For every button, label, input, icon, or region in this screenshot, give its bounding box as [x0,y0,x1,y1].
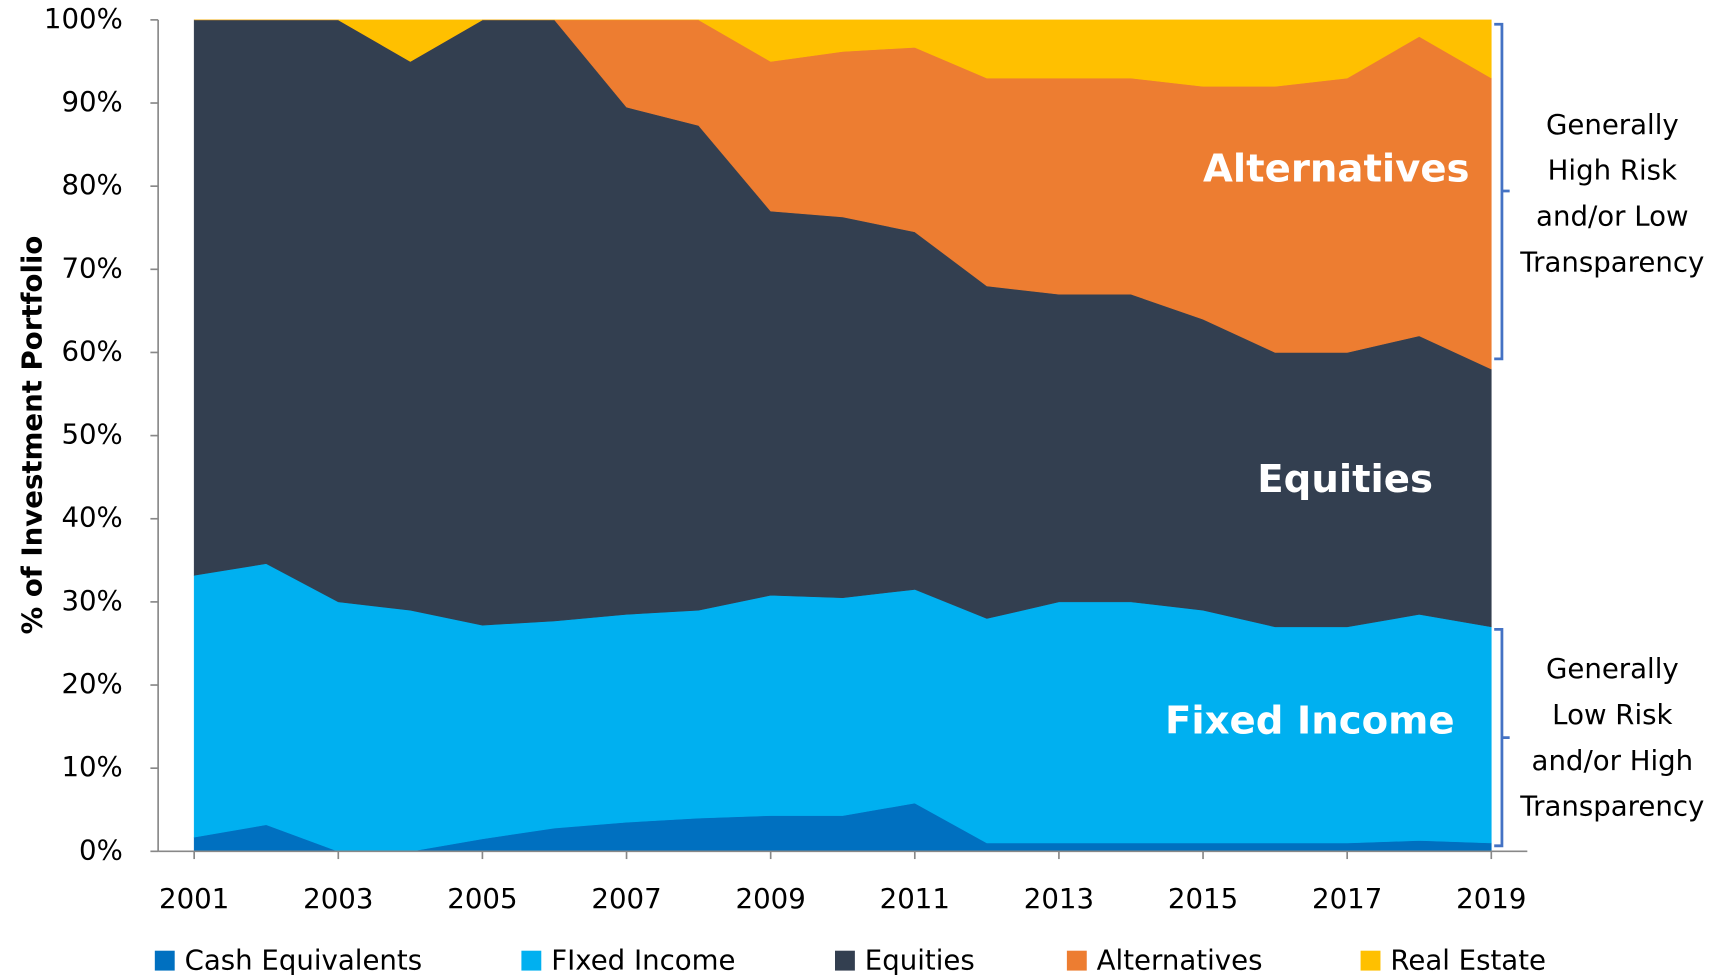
y-tick-label: 40% [61,501,122,534]
bracket-note: Generally [1546,652,1679,685]
x-tick-label: 2005 [447,882,517,915]
y-tick-label: 80% [61,168,122,201]
legend-label: Alternatives [1097,944,1263,975]
y-tick-label: 90% [61,85,122,118]
legend-label: Real Estate [1390,944,1546,975]
x-tick-label: 2013 [1024,882,1094,915]
legend-swatch [834,950,855,971]
y-tick-label: 10% [61,750,122,783]
y-tick-label: 100% [44,2,123,35]
bracket-note: Low Risk [1552,698,1672,731]
bracket [1494,628,1510,848]
legend-label: Equities [865,944,975,975]
bracket-note: High Risk [1548,154,1677,187]
legend-swatch [1360,950,1381,971]
bracket-note: Transparency [1519,245,1704,278]
bracket-note: and/or Low [1536,200,1689,233]
x-tick-label: 2015 [1168,882,1238,915]
legend-swatch [1066,950,1087,971]
y-tick-label: 70% [61,251,122,284]
bracket-note: and/or High [1532,744,1694,777]
x-tick-label: 2017 [1312,882,1382,915]
x-tick-label: 2009 [736,882,806,915]
bracket-note: Transparency [1519,790,1704,823]
legend-label: Cash Equivalents [185,944,422,975]
y-tick-label: 50% [61,418,122,451]
x-tick-label: 2003 [303,882,373,915]
bracket-note: Generally [1546,108,1679,141]
bracket [1494,22,1510,361]
plot-area [193,19,1492,852]
y-tick-label: 30% [61,584,122,617]
y-tick-label: 0% [79,833,123,866]
area [194,19,1492,87]
x-tick-label: 2007 [591,882,661,915]
area-label: Fixed Income [1165,699,1455,744]
legend-swatch [521,950,542,971]
area-label: Alternatives [1203,147,1469,192]
legend-swatch [154,950,175,971]
legend-label: FIxed Income [551,944,735,975]
y-axis-label: % of Investment Portfolio [15,236,48,635]
x-tick-label: 2001 [159,882,229,915]
y-tick-label: 20% [61,667,122,700]
area-label: Equities [1257,457,1433,502]
x-tick-label: 2011 [880,882,950,915]
x-tick-label: 2019 [1456,882,1526,915]
y-tick-label: 60% [61,334,122,367]
